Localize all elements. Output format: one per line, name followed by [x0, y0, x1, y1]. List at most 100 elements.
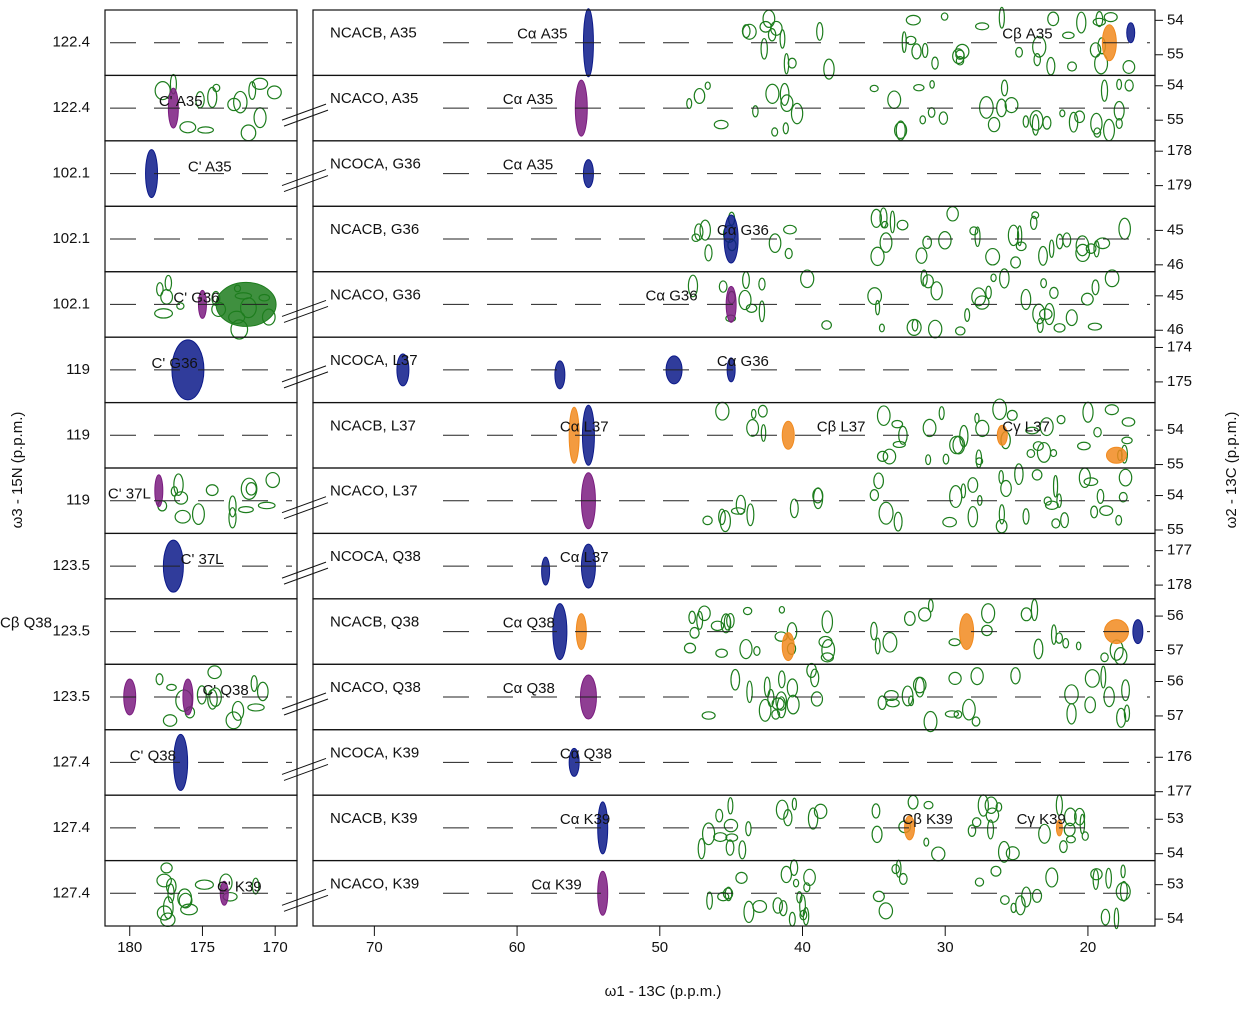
contour [1083, 402, 1093, 422]
experiment-label: NCACB, Q38 [330, 614, 419, 631]
peak-label: Cα L37 [560, 418, 609, 435]
break-mark [284, 176, 328, 192]
contour [232, 701, 243, 720]
break-mark [282, 562, 326, 578]
contour [932, 57, 938, 69]
contour [875, 638, 880, 654]
contour [1105, 405, 1118, 415]
contour [791, 103, 802, 123]
contour [870, 490, 878, 501]
contour [747, 504, 754, 526]
contour [800, 895, 806, 917]
contour [155, 309, 173, 318]
contour [939, 407, 944, 420]
break-mark [284, 699, 328, 715]
y2-tick-label: 45 [1167, 287, 1184, 304]
break-mark [284, 503, 328, 519]
contour [785, 248, 792, 258]
contour [714, 833, 727, 842]
contour [1120, 881, 1127, 901]
contour [716, 402, 729, 420]
contour [1105, 270, 1119, 287]
contour [1088, 323, 1101, 330]
break-mark [282, 497, 326, 513]
chart: ω1 - 13C (p.p.m.) ω3 - 15N (p.p.m.) ω2 -… [0, 0, 1244, 1006]
contour [924, 712, 937, 732]
contour [943, 454, 949, 464]
experiment-label: NCACO, Q38 [330, 679, 421, 696]
y2-tick-label: 54 [1167, 910, 1184, 927]
contour [971, 668, 983, 685]
contour [1084, 478, 1098, 486]
contour [758, 405, 767, 417]
contour [963, 699, 976, 720]
break-mark [284, 372, 328, 388]
contour [1101, 653, 1108, 662]
contour [912, 44, 921, 59]
contour [684, 643, 695, 653]
y2-tick-label: 54 [1167, 845, 1184, 862]
contour [997, 99, 1007, 117]
break-mark [284, 110, 328, 126]
contour [258, 682, 269, 700]
contour [877, 451, 887, 461]
contour [690, 628, 699, 639]
contour [922, 43, 927, 57]
peak-label: C' G36 [173, 289, 219, 306]
contour [695, 224, 703, 240]
n15-label: 127.4 [52, 884, 90, 901]
contour [687, 99, 692, 109]
contour [930, 81, 934, 88]
contour [251, 676, 257, 692]
peak-label: C' Q38 [202, 682, 248, 699]
x-axis-label: ω1 - 13C (p.p.m.) [605, 983, 722, 1000]
contour [1094, 428, 1101, 437]
contour [822, 321, 832, 330]
peak-label: Cβ L37 [817, 418, 866, 435]
contour [1123, 61, 1135, 74]
contour [924, 838, 929, 846]
contour [724, 819, 737, 831]
contour [1033, 304, 1045, 324]
peak-contour [1133, 620, 1143, 644]
contour [1052, 519, 1060, 528]
x-tick-label: 170 [263, 939, 288, 956]
contour [1101, 666, 1106, 688]
peak-label: Cγ L37 [1002, 418, 1050, 435]
contour [1082, 832, 1088, 840]
peak-label: Cα L37 [560, 549, 609, 566]
contour [206, 485, 218, 496]
contour [707, 892, 713, 909]
contour [1125, 80, 1133, 91]
experiment-label: NCOCA, K39 [330, 744, 419, 761]
contour [1032, 470, 1042, 480]
contour [975, 878, 983, 886]
contour [728, 798, 733, 814]
break-mark [282, 758, 326, 774]
contour [779, 901, 786, 916]
contour [928, 108, 935, 118]
contour [991, 866, 1001, 876]
contour [923, 236, 932, 248]
contour [705, 245, 712, 261]
contour [1077, 12, 1086, 33]
y2-tick-label: 53 [1167, 876, 1184, 893]
experiment-label: NCACO, K39 [330, 875, 419, 892]
contour [932, 847, 945, 861]
y2-tick-label: 56 [1167, 607, 1184, 624]
contour [947, 207, 958, 221]
peak-label: Cα A35 [517, 26, 567, 43]
contour [702, 712, 715, 719]
contour [703, 823, 715, 845]
peak-label: Cα A35 [503, 91, 553, 108]
contour [811, 692, 822, 706]
experiment-label: NCACB, K39 [330, 810, 418, 827]
contour [945, 711, 958, 717]
n15-label: 127.4 [52, 819, 90, 836]
experiment-label: NCACB, L37 [330, 417, 416, 434]
contour [254, 108, 266, 128]
contour [1040, 309, 1052, 319]
break-mark [282, 693, 326, 709]
contour [896, 121, 905, 140]
contour [801, 270, 814, 288]
